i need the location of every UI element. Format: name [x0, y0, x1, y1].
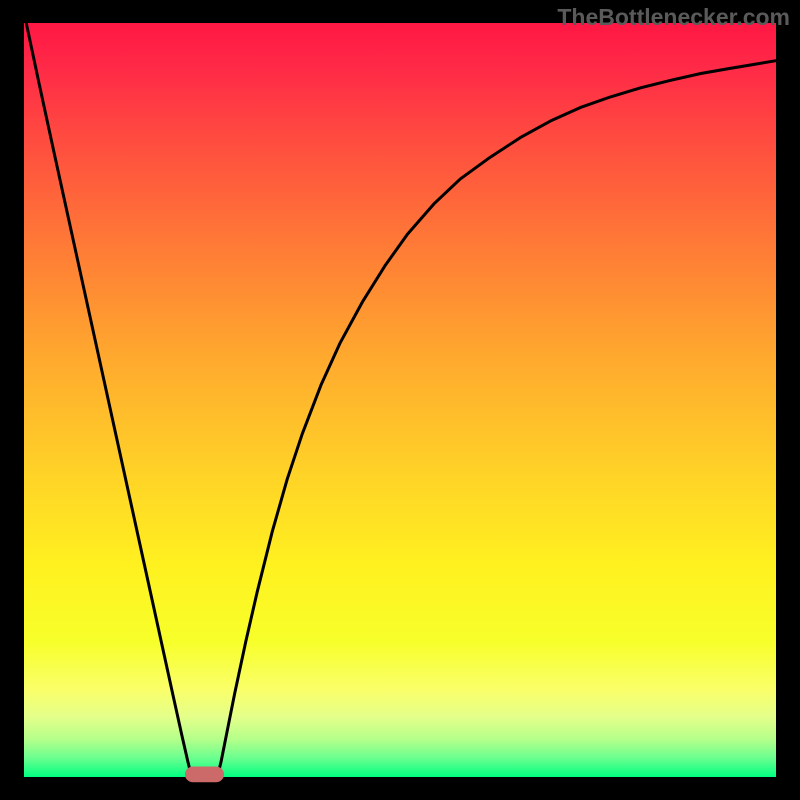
chart-container: TheBottlenecker.com: [0, 0, 800, 800]
watermark: TheBottlenecker.com: [557, 4, 790, 31]
plot-background: [24, 23, 776, 777]
bottleneck-chart: [0, 0, 800, 800]
minimum-marker: [185, 766, 224, 782]
